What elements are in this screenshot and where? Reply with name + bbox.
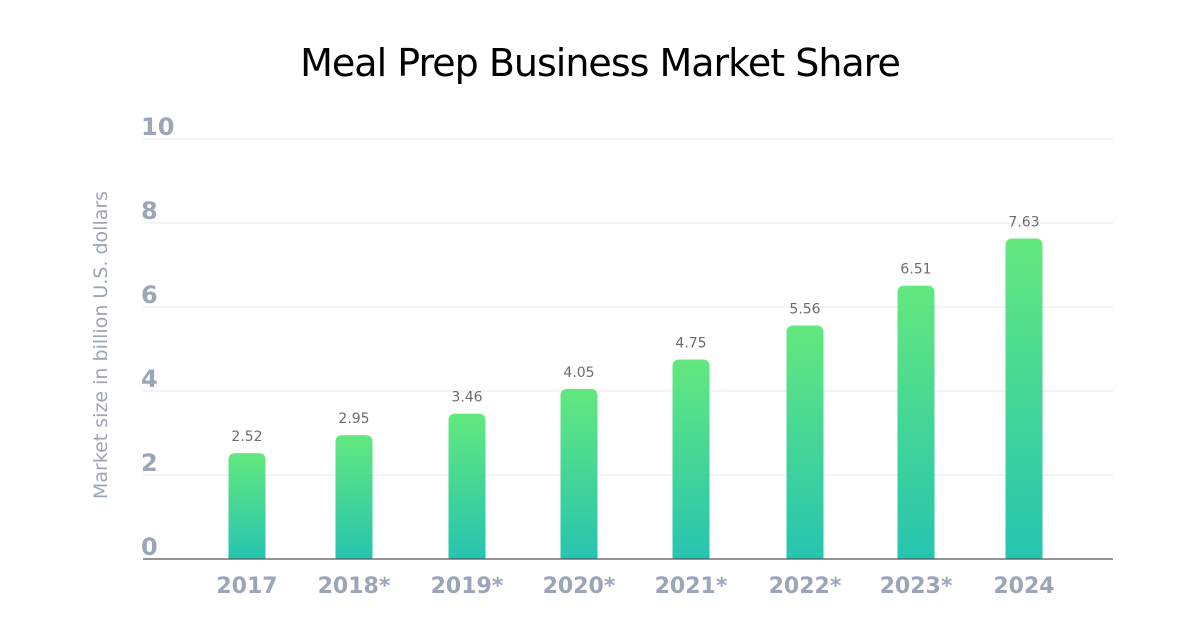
- x-tick-label: 2019*: [431, 574, 504, 599]
- data-label: 2.52: [231, 429, 262, 445]
- y-tick-label: 2: [141, 449, 158, 477]
- data-label: 3.46: [451, 390, 482, 406]
- data-label: 6.51: [900, 262, 931, 278]
- x-tick-label: 2022*: [769, 574, 842, 599]
- bar-2017: [228, 453, 266, 559]
- data-label: 2.95: [338, 411, 369, 427]
- chart-title: Meal Prep Business Market Share: [300, 41, 900, 85]
- data-label: 7.63: [1008, 215, 1039, 231]
- y-axis-label: Market size in billion U.S. dollars: [90, 191, 112, 499]
- bar-2018: [335, 435, 373, 559]
- y-tick-label: 4: [141, 365, 158, 393]
- y-tick-label: 0: [141, 533, 158, 561]
- x-tick-label: 2024: [993, 574, 1054, 599]
- bar-2021: [672, 359, 710, 559]
- x-tick-label: 2023*: [880, 574, 953, 599]
- data-label: 4.05: [563, 365, 594, 381]
- bar-2024: [1005, 238, 1043, 560]
- x-tick-label: 2018*: [318, 574, 391, 599]
- bar-2022: [786, 325, 824, 559]
- bar-2019: [448, 413, 486, 559]
- bar-2023: [897, 285, 935, 559]
- x-tick-label: 2021*: [655, 574, 728, 599]
- x-tick-label: 2017: [216, 574, 277, 599]
- data-label: 4.75: [675, 336, 706, 352]
- y-tick-label: 6: [141, 281, 158, 309]
- y-tick-label: 8: [141, 197, 158, 225]
- y-tick-label: 10: [141, 113, 174, 141]
- data-label: 5.56: [789, 301, 820, 317]
- x-tick-label: 2020*: [543, 574, 616, 599]
- bar-2020: [560, 388, 598, 559]
